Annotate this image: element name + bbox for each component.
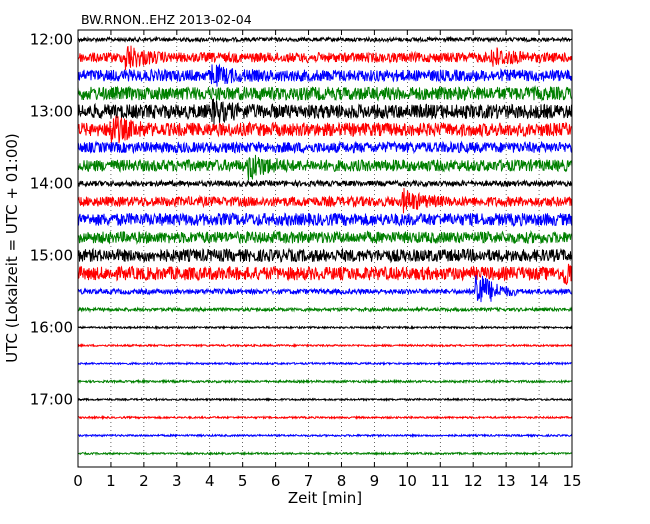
trace-1330 [77,140,573,155]
trace-1430 [77,212,573,228]
x-tick-label: 11 [431,472,450,490]
y-tick-label: 12:00 [30,31,73,49]
x-tick-label: 14 [530,472,549,490]
x-tick-label: 8 [337,472,347,490]
y-tick-label: 13:00 [30,103,73,121]
chart-title: BW.RNON..EHZ 2013-02-04 [81,12,252,27]
trace-1545 [77,306,573,314]
trace-1500 [77,247,573,264]
trace-1530 [77,275,573,303]
trace-lines [77,35,573,457]
x-tick-label: 9 [370,472,380,490]
trace-1415 [77,187,573,214]
trace-1315 [77,115,573,144]
trace-1600 [77,324,573,331]
x-tick-label: 2 [139,472,149,490]
trace-1230 [77,63,573,87]
trace-1345 [77,154,573,181]
y-tick-label: 15:00 [30,247,73,265]
y-axis-label: UTC (Lokalzeit = UTC + 01:00) [3,133,21,363]
trace-1615 [77,342,573,349]
x-tick-label: 6 [271,472,281,490]
x-tick-label: 4 [205,472,215,490]
trace-1245 [77,85,573,102]
x-tick-label: 3 [172,472,182,490]
trace-1515 [77,263,573,285]
x-tick-label: 13 [497,472,516,490]
y-tick-label: 16:00 [30,319,73,337]
trace-1300 [77,98,573,125]
trace-1215 [77,45,573,71]
trace-1400 [77,178,573,189]
x-tick-label: 7 [304,472,314,490]
x-tick-label: 1 [106,472,116,490]
x-tick-label: 15 [562,472,581,490]
trace-1730 [77,432,573,439]
trace-1445 [77,229,573,245]
trace-1745 [77,451,573,457]
plot-frame [77,29,573,468]
trace-1645 [77,378,573,385]
trace-1200 [77,35,573,44]
x-tick-label: 10 [398,472,417,490]
trace-1630 [77,360,573,367]
y-tick-label: 14:00 [30,175,73,193]
y-tick-label: 17:00 [30,391,73,409]
axis-ticks: 0 1 2 3 4 5 6 7 8 9 10 11 12 13 14 1512:0013:0014:0015:… [30,30,582,490]
x-axis-label: Zeit [min] [288,489,362,507]
grid-lines [110,30,540,467]
trace-1700 [77,396,573,403]
x-tick-label: 0 [73,472,83,490]
x-tick-label: 5 [238,472,248,490]
trace-1715 [77,414,573,421]
x-tick-label: 12 [464,472,483,490]
